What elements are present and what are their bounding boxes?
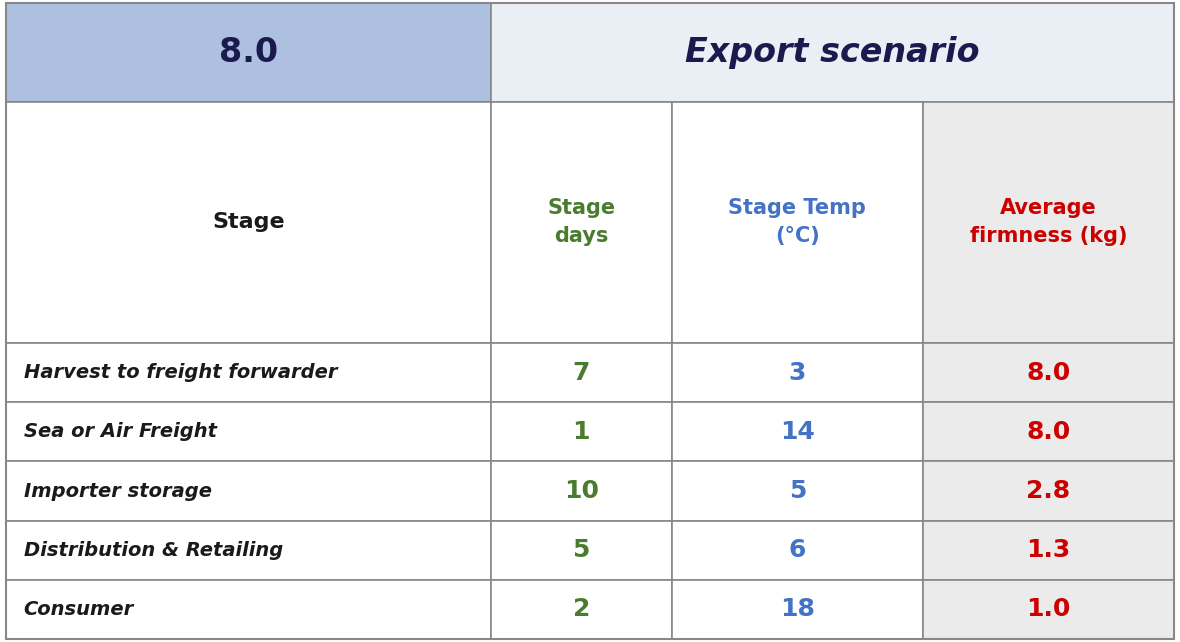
Text: 8.0: 8.0 bbox=[1027, 361, 1070, 385]
Text: Sea or Air Freight: Sea or Air Freight bbox=[24, 422, 217, 442]
Bar bbox=[6, 462, 491, 521]
Bar bbox=[6, 343, 491, 403]
Text: Consumer: Consumer bbox=[24, 600, 133, 619]
Text: Average
firmness (kg): Average firmness (kg) bbox=[970, 198, 1127, 247]
Bar bbox=[6, 580, 491, 639]
Text: 14: 14 bbox=[780, 420, 815, 444]
Text: 18: 18 bbox=[780, 597, 815, 621]
Bar bbox=[491, 580, 671, 639]
Bar bbox=[6, 101, 491, 343]
Bar bbox=[491, 403, 671, 462]
Bar bbox=[923, 343, 1174, 403]
Text: 2: 2 bbox=[572, 597, 590, 621]
Text: 6: 6 bbox=[788, 538, 806, 562]
Text: Stage
days: Stage days bbox=[548, 198, 615, 247]
Bar bbox=[923, 101, 1174, 343]
Bar bbox=[671, 403, 923, 462]
Bar bbox=[923, 462, 1174, 521]
Text: 1.0: 1.0 bbox=[1027, 597, 1070, 621]
Bar bbox=[671, 343, 923, 403]
Bar bbox=[671, 580, 923, 639]
Text: 5: 5 bbox=[788, 479, 806, 503]
Text: 8.0: 8.0 bbox=[218, 36, 277, 69]
Text: 10: 10 bbox=[564, 479, 598, 503]
Text: Stage: Stage bbox=[212, 213, 284, 232]
Text: Harvest to freight forwarder: Harvest to freight forwarder bbox=[24, 363, 337, 382]
Text: Export scenario: Export scenario bbox=[686, 36, 979, 69]
Text: Distribution & Retailing: Distribution & Retailing bbox=[24, 541, 283, 560]
Bar bbox=[491, 343, 671, 403]
Bar bbox=[6, 403, 491, 462]
Bar bbox=[671, 101, 923, 343]
Text: 1: 1 bbox=[572, 420, 590, 444]
Bar bbox=[491, 462, 671, 521]
Text: 7: 7 bbox=[572, 361, 590, 385]
Bar bbox=[491, 101, 671, 343]
Text: Stage Temp
(°C): Stage Temp (°C) bbox=[728, 198, 866, 247]
Bar bbox=[671, 462, 923, 521]
Bar bbox=[671, 521, 923, 580]
Text: 1.3: 1.3 bbox=[1027, 538, 1070, 562]
Bar bbox=[491, 521, 671, 580]
Bar bbox=[6, 521, 491, 580]
Bar bbox=[923, 521, 1174, 580]
Bar bbox=[6, 3, 491, 101]
Bar bbox=[923, 403, 1174, 462]
Bar bbox=[923, 580, 1174, 639]
Text: 3: 3 bbox=[788, 361, 806, 385]
Text: 5: 5 bbox=[572, 538, 590, 562]
Text: 2.8: 2.8 bbox=[1027, 479, 1070, 503]
Text: 8.0: 8.0 bbox=[1027, 420, 1070, 444]
Bar bbox=[491, 3, 1174, 101]
Text: Importer storage: Importer storage bbox=[24, 482, 211, 501]
